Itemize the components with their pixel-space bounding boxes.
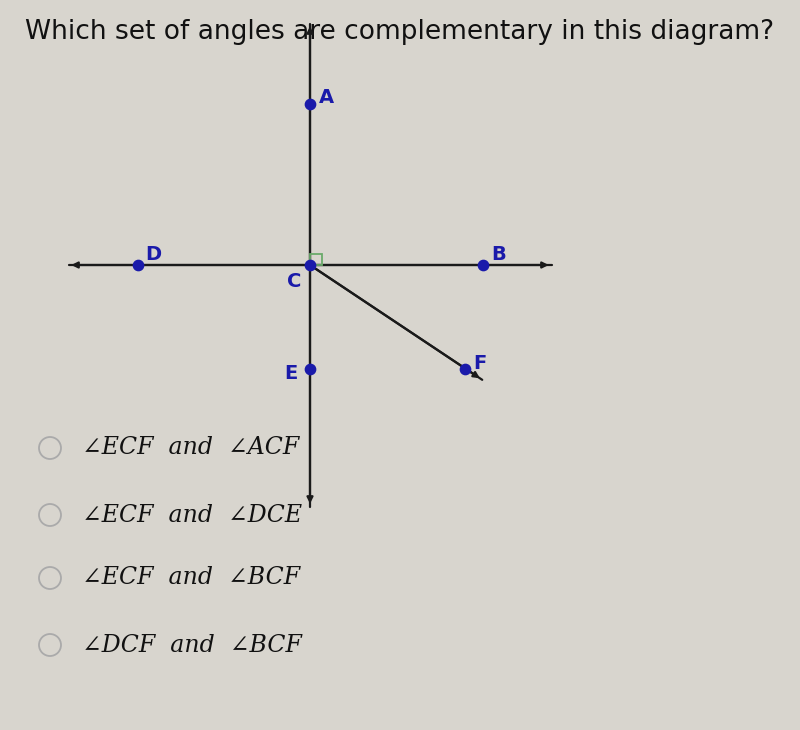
Text: C: C	[287, 272, 302, 291]
Point	[476, 259, 489, 271]
Text: F: F	[474, 354, 486, 374]
Point	[304, 98, 317, 110]
Text: ∠ECF  and  ∠BCF: ∠ECF and ∠BCF	[82, 566, 300, 590]
Point	[304, 259, 317, 271]
Text: ∠ECF  and  ∠ACF: ∠ECF and ∠ACF	[82, 437, 299, 459]
Text: D: D	[146, 245, 162, 264]
Point	[131, 259, 144, 271]
Text: A: A	[319, 88, 334, 107]
Text: ∠DCF  and  ∠BCF: ∠DCF and ∠BCF	[82, 634, 302, 656]
Text: E: E	[285, 364, 298, 383]
Point	[459, 363, 472, 374]
Text: Which set of angles are complementary in this diagram?: Which set of angles are complementary in…	[26, 19, 774, 45]
Text: B: B	[492, 245, 506, 264]
Point	[304, 363, 317, 374]
Text: ∠ECF  and  ∠DCE: ∠ECF and ∠DCE	[82, 504, 302, 526]
